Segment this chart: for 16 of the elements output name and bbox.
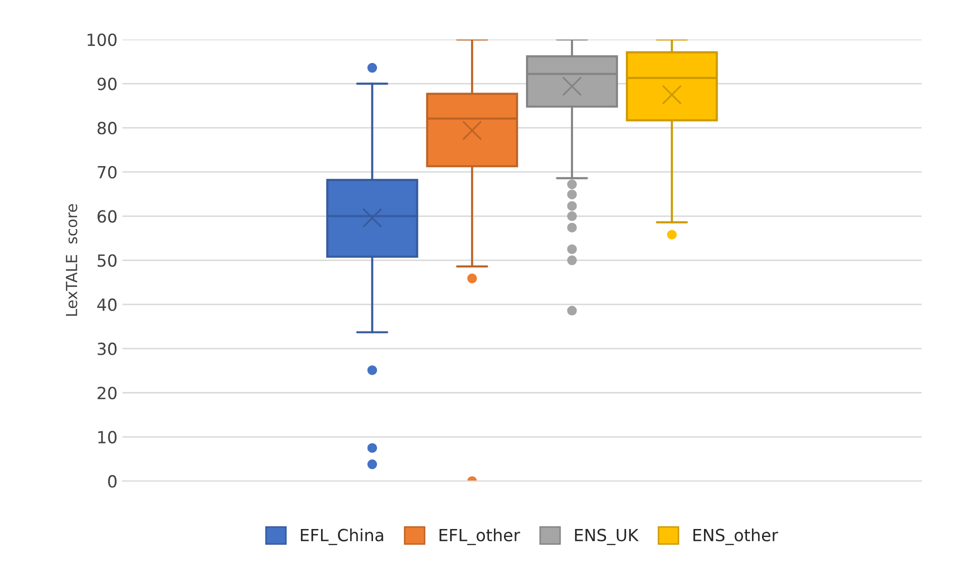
y-tick-label: 90 (97, 78, 117, 90)
y-tick-label: 70 (98, 166, 117, 179)
y-tick-label: 0 (108, 475, 117, 488)
legend-label: EFL_other (440, 528, 520, 546)
y-tick-label: 30 (98, 342, 117, 356)
y-tick-label: 20 (98, 386, 117, 400)
legend-label: ENS_UK (575, 528, 639, 546)
y-tick-label: 10 (98, 430, 117, 444)
legend-label: ENS_other (693, 528, 778, 546)
y-tick-label: 60 (98, 210, 117, 223)
y-tick-label: 80 (98, 122, 117, 134)
y-axis-title: LexTALE score (66, 204, 78, 316)
y-tick-label: 50 (98, 254, 117, 267)
legend-label: EFL_China (300, 528, 384, 546)
y-tick-label: 100 (88, 33, 117, 46)
y-tick-label: 40 (97, 298, 117, 312)
